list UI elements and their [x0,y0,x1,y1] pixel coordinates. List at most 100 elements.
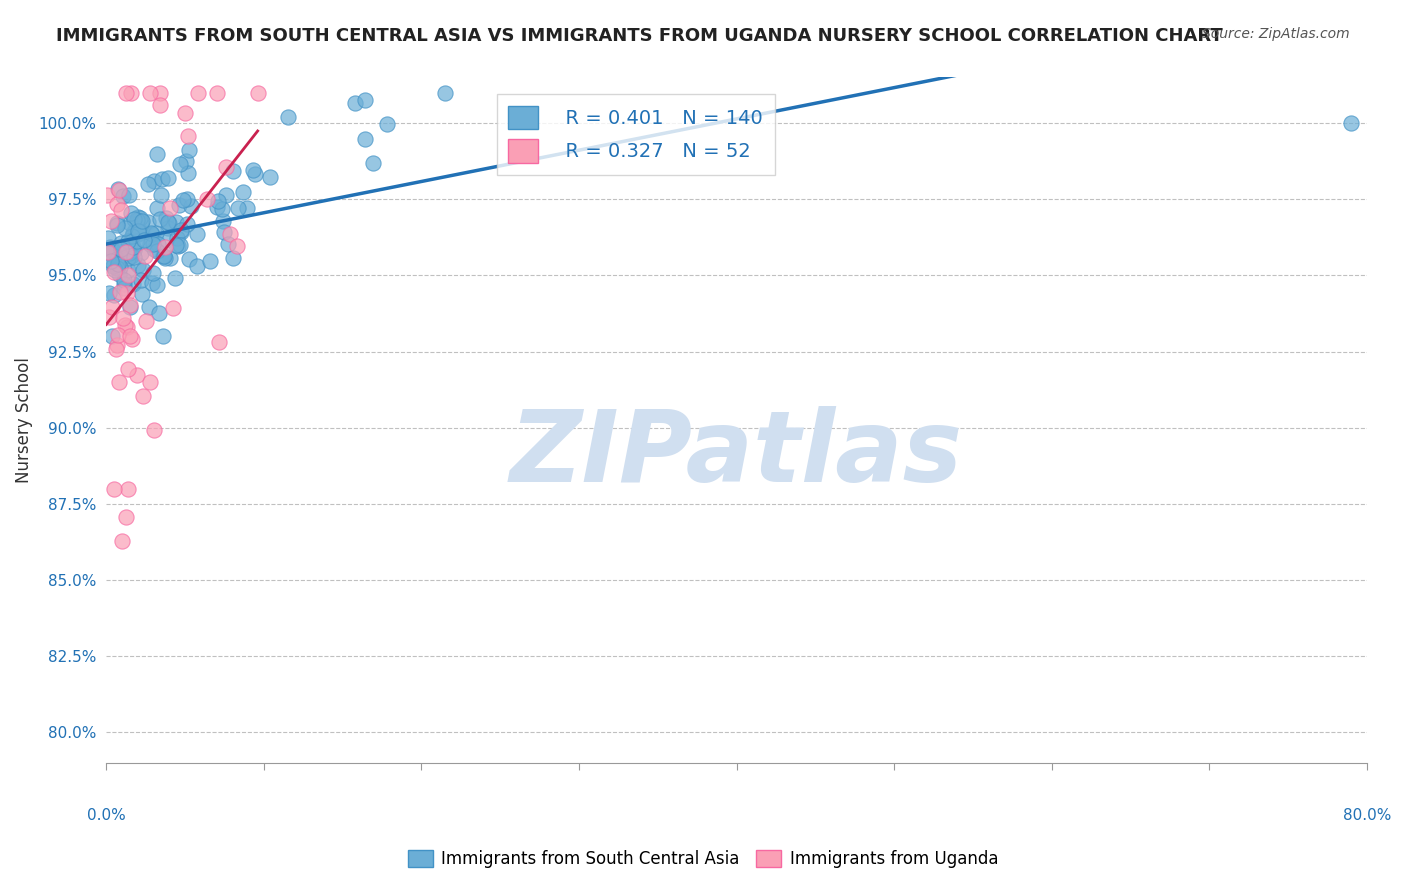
Point [150,172,173,186]
Point [103,265,125,279]
Point [149,212,172,227]
Point [131,225,153,239]
Point [215,160,238,174]
Point [117,268,139,282]
Point [117,234,139,248]
Point [107,182,129,196]
Point [146,244,169,258]
Point [141,226,163,240]
Point [111,533,134,548]
Point [176,153,198,168]
Point [143,242,166,256]
Point [211,214,233,228]
Point [152,249,174,263]
Point [169,157,191,171]
Point [222,164,245,178]
Point [104,262,127,277]
Point [127,210,149,224]
Point [134,249,156,263]
Point [214,225,236,239]
Point [112,280,135,294]
Point [96,245,118,260]
Point [159,252,181,266]
Point [112,273,135,287]
Point [105,338,128,352]
Point [214,187,236,202]
Point [157,216,180,230]
Point [129,273,152,287]
Point [165,214,187,228]
Point [205,200,228,214]
Point [433,86,456,100]
Text: IMMIGRANTS FROM SOUTH CENTRAL ASIA VS IMMIGRANTS FROM UGANDA NURSERY SCHOOL CORR: IMMIGRANTS FROM SOUTH CENTRAL ASIA VS IM… [56,27,1223,45]
Point [177,143,200,157]
Point [222,251,245,265]
Point [198,254,221,268]
Point [157,171,180,186]
Point [176,192,198,206]
Point [118,298,141,312]
Point [107,328,129,343]
Point [110,243,132,257]
Point [118,329,141,343]
Point [166,230,188,244]
Point [205,86,228,100]
Point [187,86,209,100]
Point [122,243,145,257]
Point [120,300,142,314]
Point [105,216,128,230]
Point [120,206,142,220]
Point [103,260,125,274]
Point [114,244,136,259]
Point [98,240,121,254]
Point [243,167,266,181]
Point [132,234,155,248]
Point [105,343,128,357]
Point [103,257,125,271]
Point [375,117,398,131]
Point [105,252,128,267]
Point [232,185,254,199]
Point [142,237,165,252]
Point [163,270,186,285]
Point [101,242,124,256]
Point [176,217,198,231]
Point [117,482,139,496]
Point [127,212,149,227]
Point [118,188,141,202]
Point [131,263,153,277]
Point [125,234,148,248]
Point [186,259,208,273]
Point [207,194,229,208]
Point [162,301,184,316]
Point [155,233,177,247]
Point [139,236,162,251]
Point [108,183,131,197]
Point [354,132,377,146]
Point [114,221,136,235]
Point [136,177,159,191]
Point [121,226,143,240]
Point [146,201,169,215]
Point [242,162,264,177]
Point [98,285,121,300]
Legend:   R = 0.401   N = 140,   R = 0.327   N = 52: R = 0.401 N = 140, R = 0.327 N = 52 [496,94,775,175]
Point [172,193,194,207]
Point [121,240,143,254]
Point [121,332,143,346]
Point [146,237,169,252]
Point [354,94,377,108]
Text: 0.0%: 0.0% [87,808,125,823]
Point [131,287,153,301]
Point [105,196,128,211]
Point [138,301,160,315]
Point [100,329,122,343]
Point [141,227,163,242]
Point [146,147,169,161]
Point [100,214,122,228]
Point [114,509,136,524]
Point [149,86,172,100]
Point [111,241,134,255]
Point [110,202,132,217]
Point [117,362,139,376]
